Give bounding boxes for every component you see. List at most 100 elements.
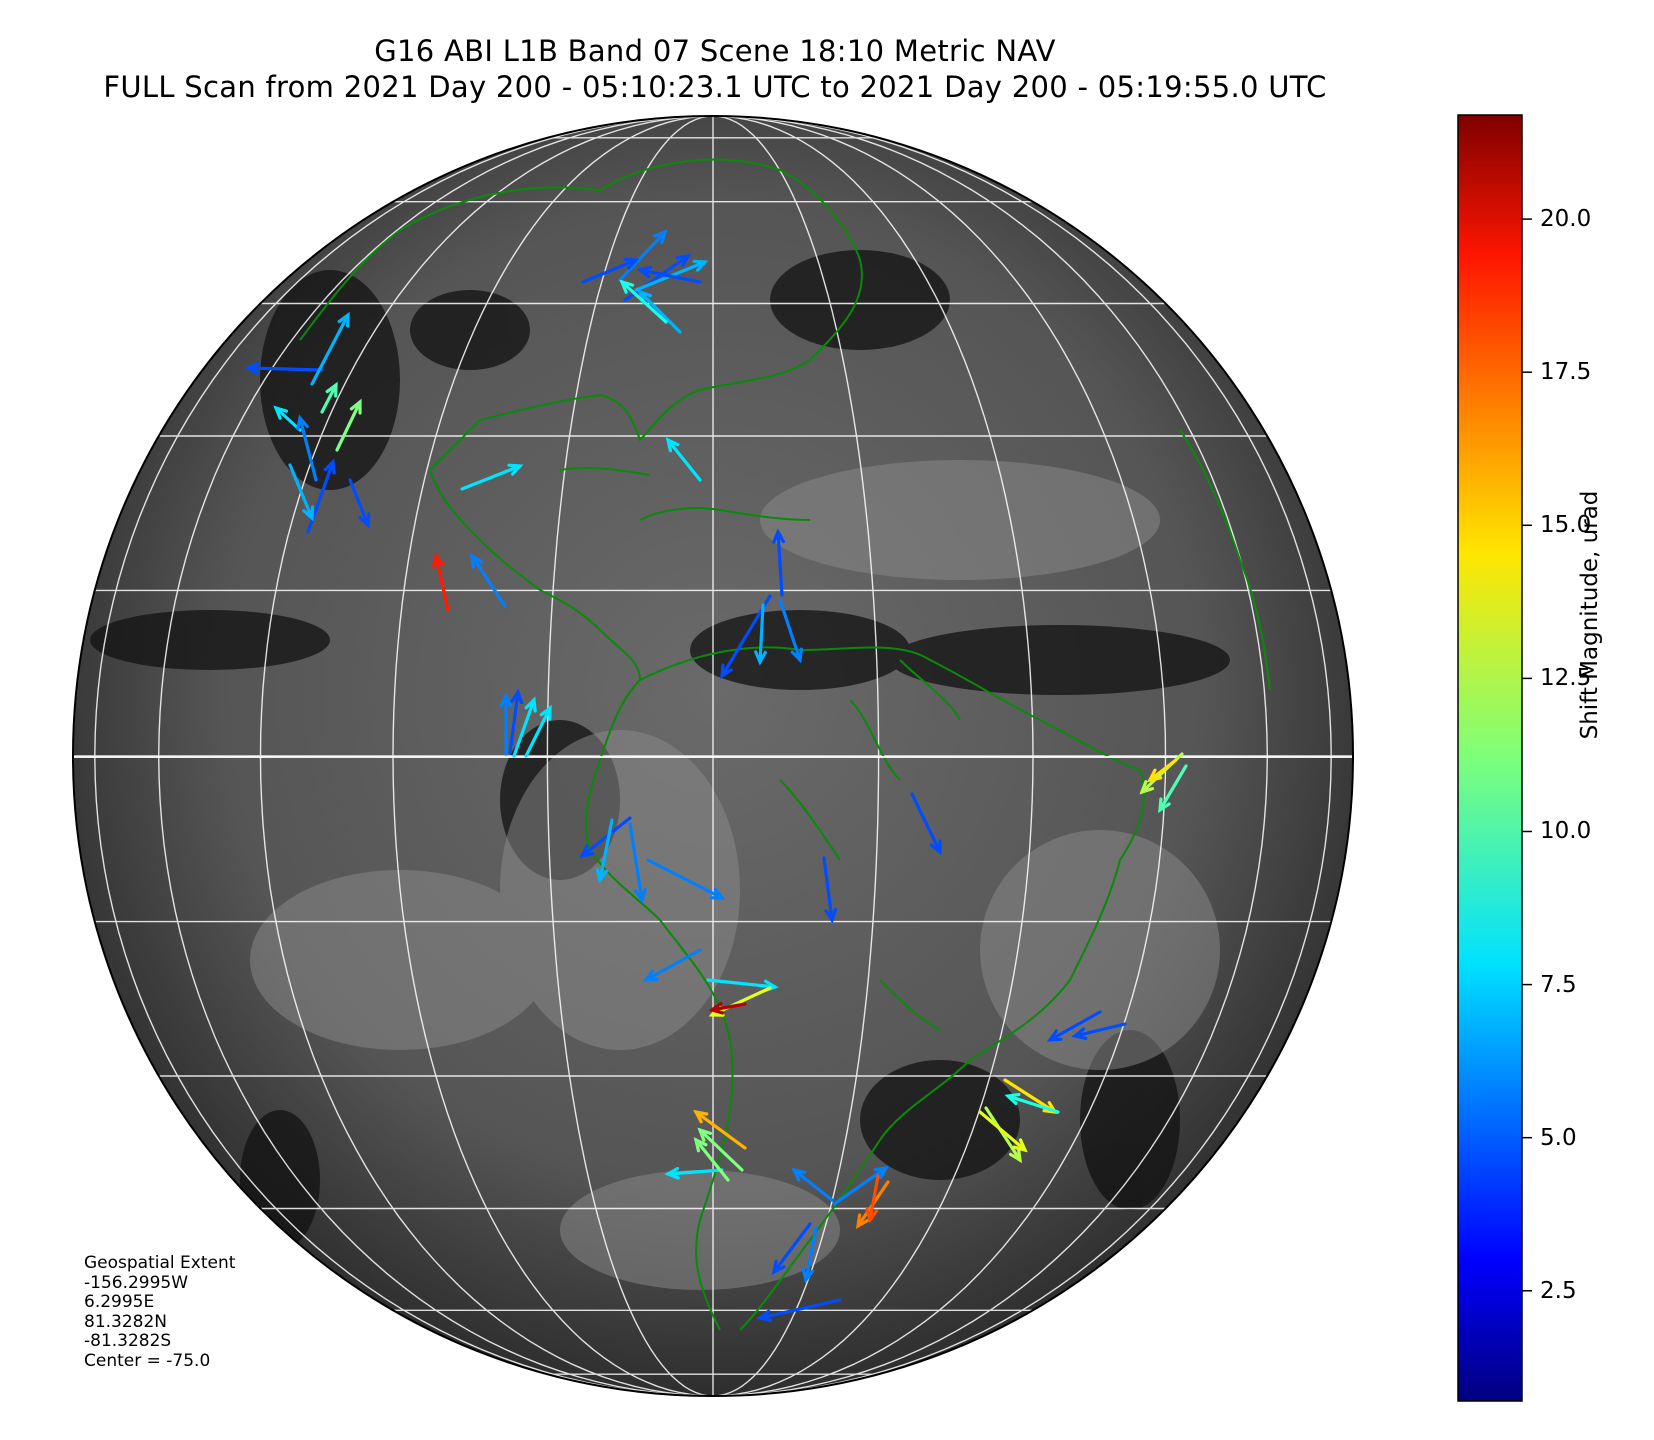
shift-vector-head xyxy=(771,1259,786,1275)
shift-vector-head xyxy=(720,663,733,680)
shift-vector xyxy=(638,290,682,334)
shift-vector xyxy=(580,816,632,858)
shift-vector-head xyxy=(325,381,338,398)
shift-vector-head xyxy=(653,229,668,245)
shift-vector-head xyxy=(675,253,692,268)
shift-vector-head xyxy=(1147,768,1163,783)
shift-vector xyxy=(776,530,784,597)
shift-vector xyxy=(832,1166,888,1206)
shift-vector-head xyxy=(302,505,315,522)
globe-outline xyxy=(72,115,1354,1397)
shift-vector xyxy=(758,1298,842,1320)
shift-vector-head xyxy=(358,512,371,529)
shift-vector-head xyxy=(636,265,653,279)
chart-subtitle: FULL Scan from 2021 Day 200 - 05:10:23.1… xyxy=(103,70,1327,104)
shift-vector xyxy=(666,1168,724,1176)
shift-vector xyxy=(335,400,362,452)
shift-vector xyxy=(1073,1022,1127,1038)
shift-vector-head xyxy=(801,1267,815,1284)
shift-vector xyxy=(868,1174,880,1222)
shift-vector-head xyxy=(499,692,513,708)
shift-vector xyxy=(246,366,324,372)
shift-vector xyxy=(822,856,834,922)
shift-vector xyxy=(288,463,314,520)
shift-vector-head xyxy=(1139,780,1155,795)
shift-vector-head xyxy=(1071,1027,1088,1040)
shift-vector xyxy=(910,792,942,854)
shift-vector-head xyxy=(510,688,524,705)
shift-vector-head xyxy=(756,1309,773,1323)
shift-vector-head xyxy=(349,398,362,415)
shift-vector-head xyxy=(619,279,635,294)
geospatial-extent: Geospatial Extent -156.2995W 6.2995E 81.… xyxy=(84,1253,235,1371)
shift-vector xyxy=(470,554,507,608)
shift-vector xyxy=(618,230,667,282)
shift-vector xyxy=(524,706,552,758)
shift-vector xyxy=(698,1128,744,1172)
shift-vector-head xyxy=(1012,1138,1028,1153)
shift-vector-head xyxy=(1004,1092,1021,1106)
shift-vector xyxy=(644,948,702,982)
shift-vector xyxy=(434,554,450,612)
shift-vector-head xyxy=(709,887,726,900)
colorbar-tick-label: 2.5 xyxy=(1540,1277,1577,1304)
shift-vector xyxy=(778,598,802,662)
shift-vector-head xyxy=(754,650,767,666)
extent-west: -156.2995W xyxy=(84,1272,189,1293)
colorbar-tick-label: 15.0 xyxy=(1540,512,1592,539)
shift-vector-head xyxy=(708,1001,725,1015)
shift-vector xyxy=(694,1138,730,1182)
shift-vector-head xyxy=(855,1213,870,1230)
shift-vector-head xyxy=(693,1109,709,1124)
shift-vector-head xyxy=(634,887,647,904)
colorbar-ticks xyxy=(1522,218,1532,1292)
shift-vector-head xyxy=(524,696,537,713)
shift-vector-head xyxy=(296,414,309,431)
extent-south: -81.3282S xyxy=(84,1331,172,1351)
shift-vector-head xyxy=(539,704,552,721)
shift-vector xyxy=(646,858,724,900)
shift-vector-head xyxy=(865,1207,879,1224)
shift-vector xyxy=(772,1222,812,1274)
chart-title: G16 ABI L1B Band 07 Scene 18:10 Metric N… xyxy=(374,34,1056,68)
shift-vector-head xyxy=(791,1167,807,1182)
shift-vector xyxy=(978,1110,1027,1152)
shift-vector xyxy=(348,478,370,527)
shift-vector xyxy=(1048,1010,1102,1042)
shift-vector-head xyxy=(642,969,659,982)
colorbar-tick-label: 12.5 xyxy=(1540,665,1592,692)
coastlines xyxy=(299,158,1271,1331)
shift-vector-head xyxy=(507,463,524,476)
shift-vector-head xyxy=(1008,1147,1023,1164)
extent-north: 81.3282N xyxy=(84,1311,168,1332)
shift-vector xyxy=(460,464,522,491)
shift-vector-head xyxy=(824,907,838,924)
shift-vector-head xyxy=(595,867,609,884)
shift-vector-head xyxy=(790,647,804,664)
shift-vector xyxy=(694,1110,747,1150)
shift-vector xyxy=(1148,758,1178,782)
colorbar-tick-label: 10.0 xyxy=(1540,818,1592,845)
shift-vector xyxy=(306,460,335,534)
colorbar-tick-label: 5.0 xyxy=(1540,1124,1577,1151)
shift-vector-head xyxy=(469,552,484,569)
shift-vector xyxy=(320,383,338,414)
shift-vector xyxy=(710,986,772,1017)
shift-vector-head xyxy=(244,361,260,375)
shift-vector-head xyxy=(692,259,709,272)
shift-vector-head xyxy=(323,458,336,475)
shift-vector xyxy=(984,1106,1022,1162)
shift-vector xyxy=(628,822,644,902)
shift-vector xyxy=(298,416,318,482)
shift-vector-head xyxy=(664,1166,680,1180)
globe-disk xyxy=(73,116,1353,1396)
shift-vector-head xyxy=(693,1137,708,1153)
shift-vector xyxy=(638,268,702,284)
shift-vector xyxy=(1158,764,1188,812)
shift-vector xyxy=(274,406,302,432)
shift-vector xyxy=(1003,1078,1057,1114)
shift-vector-head xyxy=(665,437,680,453)
colorbar-tick-label: 7.5 xyxy=(1540,971,1577,998)
shift-vector-head xyxy=(929,839,942,856)
